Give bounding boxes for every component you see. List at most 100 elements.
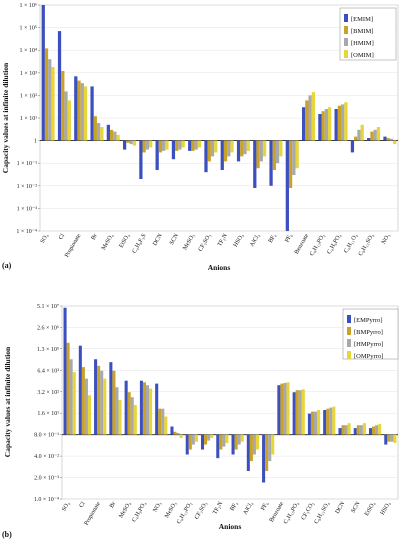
bar	[332, 406, 336, 435]
bar	[378, 424, 382, 435]
bar	[188, 434, 192, 450]
bar	[344, 425, 348, 435]
x-category-label: Propionate	[84, 501, 102, 527]
chart-panel-1: 1 × 10⁻⁴ 1 × 10⁻³ 1 × 10⁻² 1 × 10⁻¹ 1 1 × 10¹…	[1, 3, 399, 272]
bar	[269, 140, 273, 186]
bar	[173, 431, 177, 435]
bar	[210, 434, 214, 439]
bar	[259, 140, 263, 162]
x-category-label: Benzoate	[269, 501, 286, 524]
bar	[295, 390, 299, 435]
bar	[240, 140, 244, 157]
bar	[219, 434, 223, 450]
bar	[301, 107, 306, 141]
bar	[301, 389, 305, 435]
bar	[360, 124, 364, 141]
bar	[122, 140, 127, 150]
legend-swatch	[344, 26, 348, 34]
bar	[272, 140, 276, 171]
bar	[109, 362, 113, 435]
bar	[181, 140, 185, 148]
x-category-label: C₄H₁₀PO₄	[283, 501, 300, 525]
bar	[109, 129, 114, 141]
bar	[78, 345, 82, 435]
bar	[116, 134, 120, 141]
bar	[124, 380, 128, 435]
bar	[295, 140, 299, 169]
y-tick-label: 1 × 10⁴	[20, 48, 37, 54]
bar	[390, 434, 394, 442]
y-axis-label: Capacity values at infinite dilution	[1, 62, 10, 173]
bar	[362, 423, 366, 435]
bar	[149, 140, 153, 148]
bar	[356, 425, 360, 435]
bar	[188, 140, 192, 151]
bar	[329, 407, 333, 435]
x-category-label: EtSO₄	[364, 501, 377, 517]
y-tick-label: 2.6 × 10⁶	[37, 325, 59, 331]
x-category-label: NO₃	[152, 501, 163, 513]
bar	[357, 129, 361, 141]
bar	[132, 140, 137, 146]
bar	[220, 140, 224, 171]
y-tick-label: 1.0 × 10⁻⁴	[34, 497, 59, 503]
bar	[155, 383, 159, 435]
bar	[337, 105, 342, 141]
bar	[326, 408, 330, 435]
bar	[129, 140, 133, 145]
x-category-label: C₆H₁₂PO₂	[309, 233, 326, 257]
bar	[178, 140, 182, 150]
bar	[112, 370, 116, 435]
bar	[298, 390, 302, 435]
legend-swatch	[344, 50, 348, 58]
y-tick-label: 1 × 10²	[20, 93, 37, 99]
bar	[77, 80, 81, 141]
x-category-label: HSO₄	[380, 501, 392, 516]
x-category-label: C₄H₁₁O₄	[343, 233, 359, 254]
legend-entry: [EMPyrro]	[354, 317, 383, 324]
bar	[393, 434, 397, 443]
legend-swatch	[347, 351, 351, 359]
bar	[387, 434, 391, 442]
bar	[305, 100, 309, 141]
bar	[268, 434, 272, 462]
bar	[214, 140, 218, 153]
bar	[353, 428, 357, 435]
y-tick-label: 1.3 × 10⁵	[37, 347, 59, 353]
bar	[256, 140, 260, 169]
legend-swatch	[347, 315, 351, 323]
x-category-label: Benzoate	[294, 233, 311, 256]
bar	[81, 367, 85, 435]
bar	[314, 411, 318, 435]
y-tick-label: 1 × 10⁻¹	[17, 161, 38, 167]
bar	[252, 434, 256, 455]
x-category-label: SO₄	[61, 501, 71, 512]
x-category-label: C₄H₉PO₄	[131, 501, 147, 523]
x-category-label: Br	[109, 501, 117, 509]
x-category-label: AlCl₄	[243, 501, 255, 516]
bar	[275, 140, 280, 164]
bar	[149, 388, 153, 435]
bar	[341, 425, 345, 435]
legend-box	[342, 308, 399, 360]
legend-entry: [OMPyrro]	[354, 353, 383, 360]
bar	[161, 408, 165, 435]
legend-swatch	[344, 14, 348, 22]
x-category-label: SCN	[169, 232, 180, 246]
y-tick-label: 1 × 10⁻⁴	[16, 229, 37, 235]
bar	[328, 107, 332, 141]
bar	[204, 140, 208, 173]
bar	[373, 129, 377, 141]
bar	[133, 405, 137, 435]
bar	[194, 140, 198, 150]
bar	[308, 95, 312, 141]
bar	[389, 138, 394, 141]
bar	[376, 126, 381, 141]
bar	[350, 140, 355, 153]
legend-entry: [BMIM]	[351, 28, 373, 35]
bar	[176, 433, 180, 435]
bar	[249, 434, 253, 462]
y-tick-label: 1.6 × 10¹	[37, 411, 59, 417]
bar	[207, 140, 211, 162]
x-category-label: AlCl₄	[249, 233, 261, 248]
